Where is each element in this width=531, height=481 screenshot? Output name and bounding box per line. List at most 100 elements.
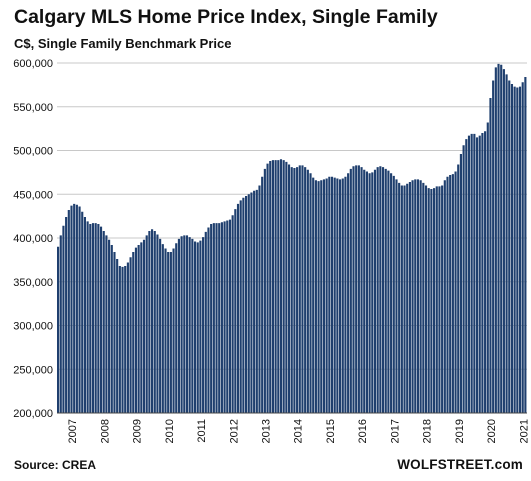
bar: [223, 221, 226, 414]
bar: [140, 242, 143, 414]
x-tick-label: 2020: [486, 419, 498, 443]
y-axis: 200,000 250,000 300,000 350,000 400,000 450,0…: [13, 58, 53, 420]
bar: [86, 221, 89, 414]
y-tick-label: 400,000: [13, 233, 53, 245]
bar: [196, 242, 199, 414]
bar: [263, 168, 266, 414]
bar: [470, 133, 473, 414]
x-tick-label: 2008: [99, 419, 111, 443]
bar: [384, 168, 387, 414]
bar: [105, 235, 108, 413]
bar: [301, 165, 304, 414]
bar: [492, 80, 495, 413]
bar: [395, 179, 398, 414]
bar: [454, 171, 457, 413]
bar: [406, 183, 409, 413]
bar: [516, 87, 519, 413]
bar: [65, 217, 68, 413]
bar: [484, 131, 487, 413]
bar: [325, 178, 328, 413]
chart-subtitle: C$, Single Family Benchmark Price: [14, 36, 232, 51]
bar: [99, 226, 103, 414]
bar: [94, 223, 97, 414]
bar: [207, 227, 210, 413]
y-tick-label: 250,000: [13, 364, 53, 376]
bar: [169, 252, 172, 413]
bar: [78, 206, 81, 413]
bar: [220, 222, 223, 413]
bar: [83, 217, 86, 413]
bar: [360, 167, 363, 414]
bar: [255, 189, 258, 413]
bar: [175, 243, 178, 413]
bar: [427, 188, 430, 414]
x-tick-label: 2013: [261, 419, 273, 443]
bar: [236, 203, 240, 414]
bar: [314, 180, 317, 413]
bar: [132, 252, 135, 413]
bar: [355, 165, 358, 414]
bar: [398, 182, 401, 414]
bar: [392, 175, 395, 414]
bar: [433, 188, 436, 414]
bar: [215, 223, 218, 414]
bar: [379, 166, 382, 413]
bar: [118, 266, 121, 413]
bar: [363, 169, 366, 413]
bar: [422, 182, 425, 414]
bar: [381, 167, 385, 414]
bar: [167, 252, 170, 413]
bar: [57, 246, 60, 413]
bar: [502, 69, 505, 414]
bar: [142, 239, 146, 413]
bar: [430, 189, 433, 413]
bar: [320, 180, 323, 413]
bar: [185, 235, 189, 413]
bar: [266, 163, 269, 414]
x-tick-label: 2010: [164, 419, 176, 443]
bar: [151, 229, 154, 413]
bar: [70, 205, 73, 414]
bar: [188, 237, 191, 413]
bar: [247, 194, 250, 413]
bar: [365, 171, 368, 413]
bar: [478, 135, 481, 414]
bar: [116, 259, 119, 413]
bar: [191, 238, 194, 414]
bar: [282, 160, 285, 414]
bar: [357, 165, 360, 414]
bar: [110, 245, 113, 413]
bar: [419, 180, 422, 413]
bar: [304, 167, 307, 414]
x-tick-label: 2021: [518, 419, 530, 443]
bar: [349, 168, 352, 414]
bar: [322, 179, 326, 414]
x-tick-label: 2011: [196, 419, 208, 443]
bar: [258, 185, 261, 413]
bar: [126, 262, 129, 413]
bar: [161, 244, 164, 414]
bar: [81, 211, 84, 413]
bar: [457, 164, 460, 413]
bar: [108, 239, 111, 413]
bar: [274, 160, 277, 414]
x-tick-label: 2009: [132, 419, 144, 443]
x-tick-label: 2016: [357, 419, 369, 443]
bar: [298, 165, 301, 414]
bar: [75, 204, 78, 413]
bar: [202, 237, 205, 413]
bar: [339, 179, 342, 414]
x-tick-label: 2014: [293, 419, 305, 443]
bar: [473, 133, 476, 414]
bar: [424, 185, 428, 413]
bar: [156, 234, 159, 413]
bar: [510, 84, 514, 413]
bar: [239, 200, 242, 414]
bar: [199, 240, 202, 414]
bar: [228, 219, 232, 414]
bar: [234, 209, 237, 414]
bar: [287, 164, 291, 413]
y-tick-label: 200,000: [13, 408, 53, 420]
bar: [347, 173, 350, 413]
